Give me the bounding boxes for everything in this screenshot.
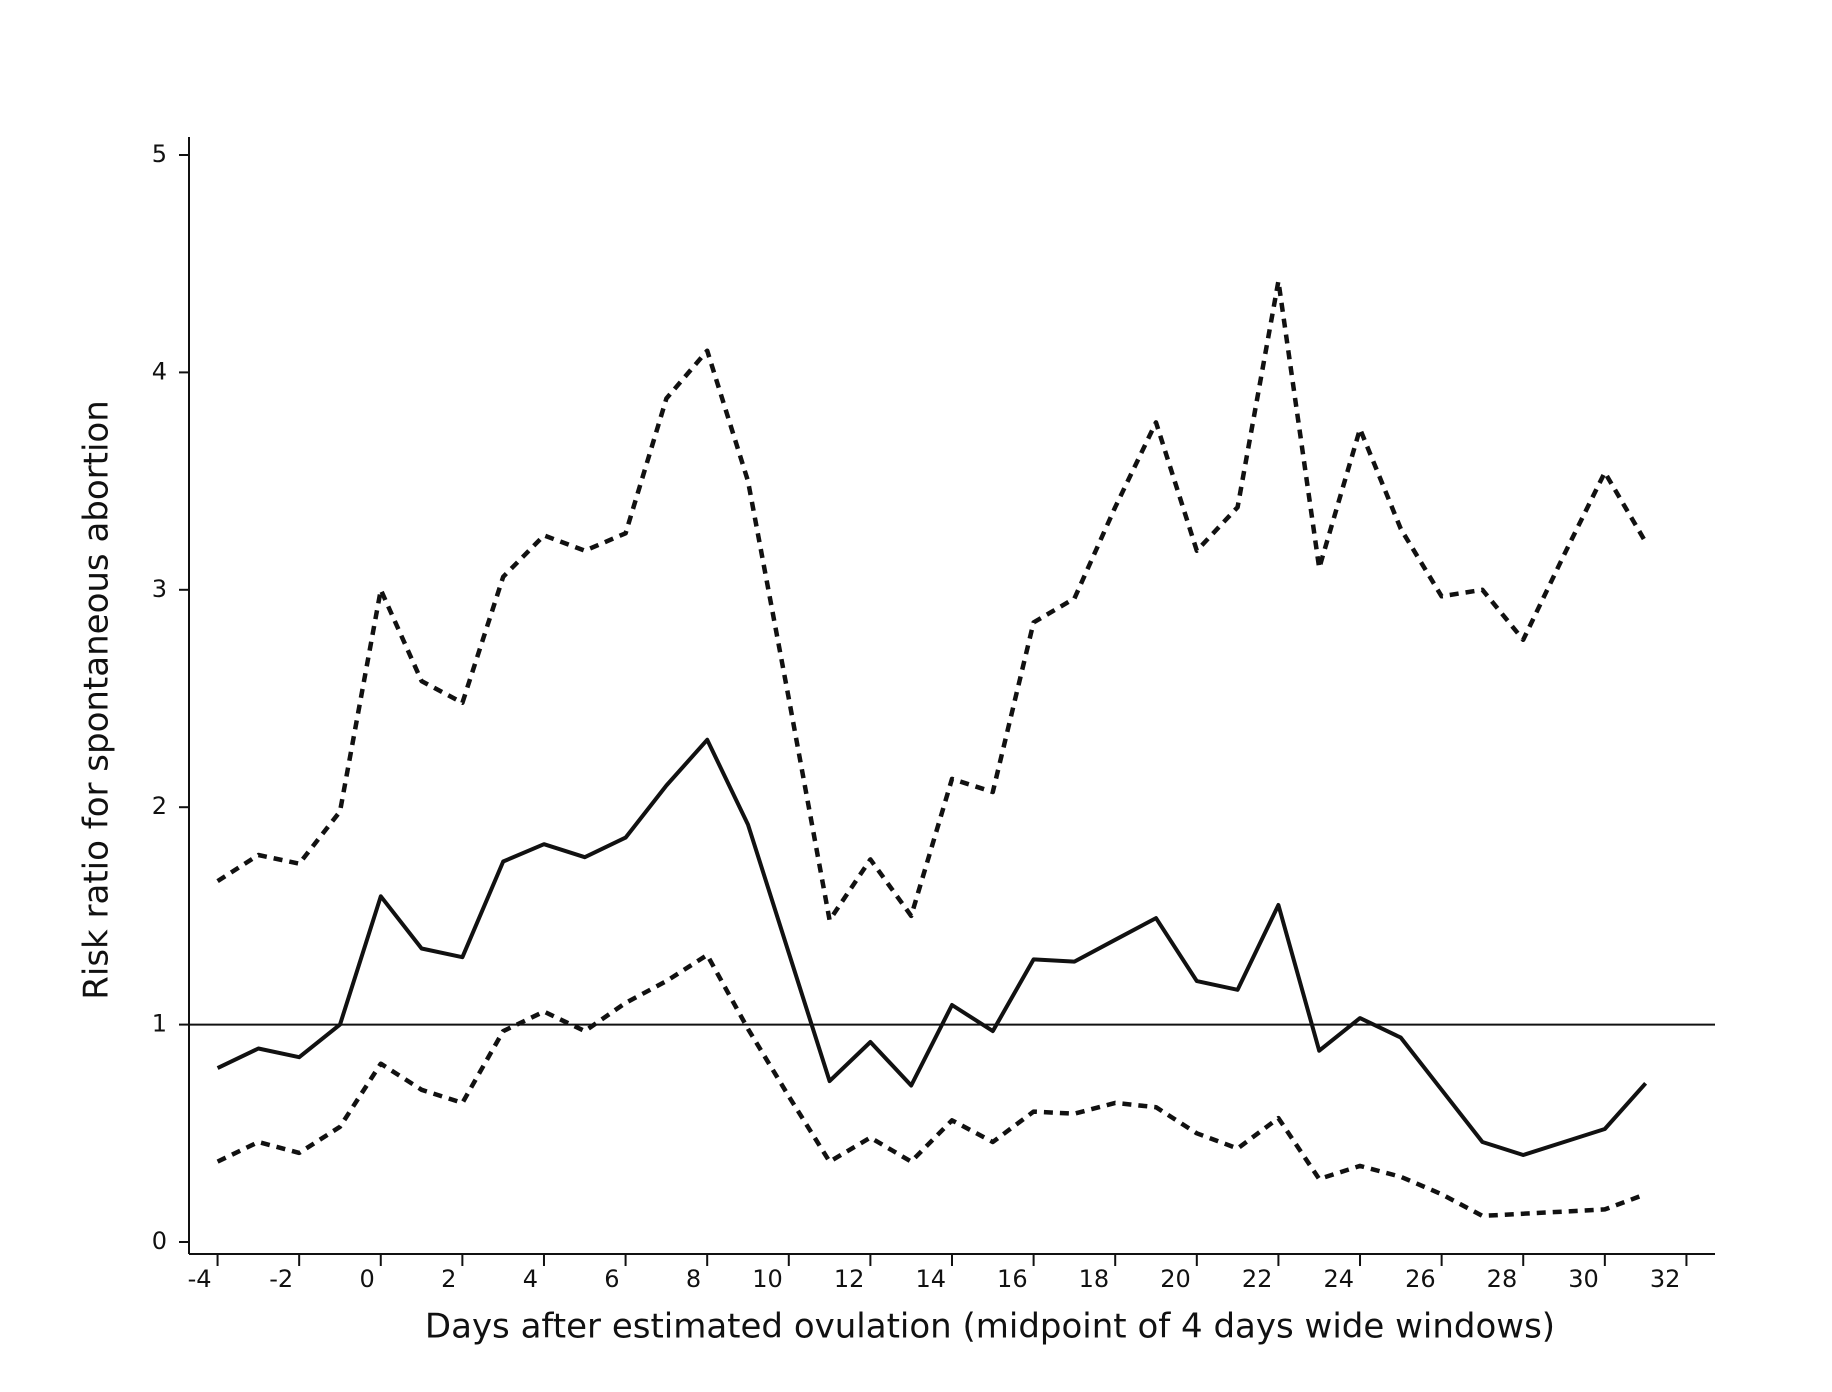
x-tick-label: 10	[752, 1265, 783, 1293]
x-tick-label: 32	[1650, 1265, 1681, 1293]
ci-line	[216, 278, 1648, 923]
x-tick-label: 8	[686, 1265, 701, 1293]
x-tick-label: 6	[604, 1265, 619, 1293]
x-tick-label: 18	[1079, 1265, 1110, 1293]
x-tick-label: 24	[1323, 1265, 1354, 1293]
x-tick-label: 26	[1405, 1265, 1436, 1293]
x-tick-label: 28	[1487, 1265, 1518, 1293]
x-tick-label: 4	[523, 1265, 538, 1293]
y-axis-title: Risk ratio for spontaneous abortion	[77, 400, 117, 1000]
y-tick-label: 0	[152, 1227, 167, 1255]
x-tick-label: 30	[1568, 1265, 1599, 1293]
y-tick-label: 4	[152, 357, 167, 385]
x-tick-label: 22	[1242, 1265, 1273, 1293]
x-tick-label: 2	[441, 1265, 456, 1293]
x-tick-label: 14	[915, 1265, 946, 1293]
y-tick-label: 2	[152, 792, 167, 820]
x-tick-label: 0	[359, 1265, 374, 1293]
x-tick-label: -2	[269, 1265, 293, 1293]
x-tick-label: 16	[997, 1265, 1028, 1293]
x-tick-label: -4	[188, 1265, 212, 1293]
x-tick-label: 20	[1160, 1265, 1191, 1293]
ci-line	[216, 952, 1647, 1219]
y-tick-label: 1	[152, 1010, 167, 1038]
x-tick-label: 12	[834, 1265, 865, 1293]
y-tick-label: 5	[152, 140, 167, 168]
x-axis-title: Days after estimated ovulation (midpoint…	[425, 1307, 1555, 1347]
estimate-line	[216, 737, 1648, 1157]
y-tick-label: 3	[152, 575, 167, 603]
